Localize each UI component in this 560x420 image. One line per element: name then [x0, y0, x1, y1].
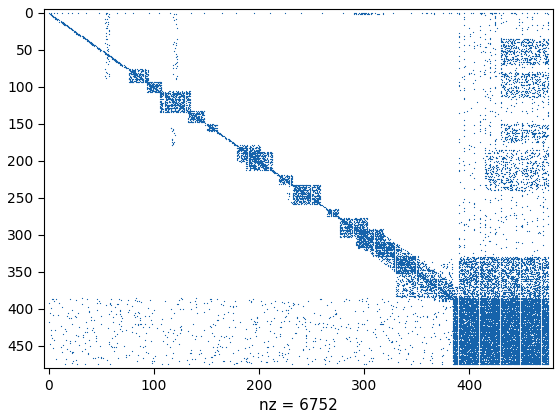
X-axis label: nz = 6752: nz = 6752 [259, 398, 338, 413]
